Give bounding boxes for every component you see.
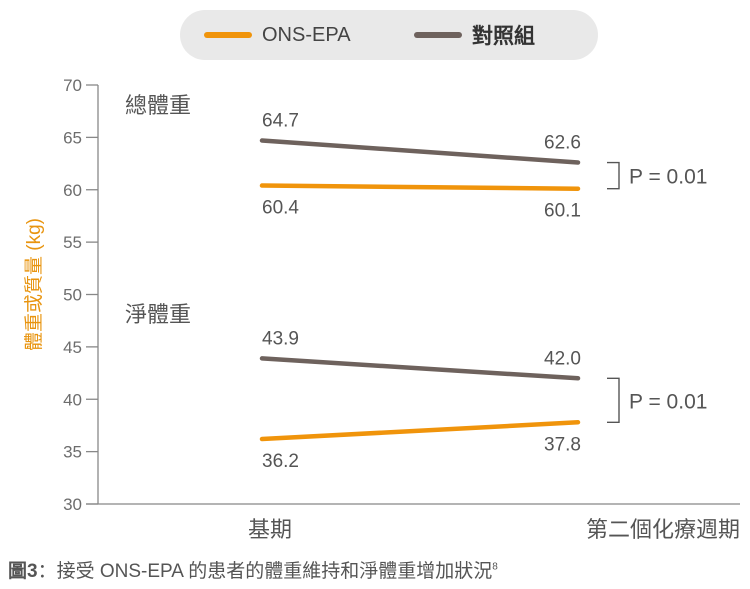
series-line bbox=[259, 356, 581, 381]
legend-item-ons-epa: ONS-EPA bbox=[204, 10, 351, 60]
legend-label-control: 對照組 bbox=[472, 25, 535, 48]
figure-reference: 8 bbox=[492, 561, 498, 573]
y-tick-label: 65 bbox=[63, 128, 82, 147]
x-category-label: 基期 bbox=[248, 517, 292, 542]
y-tick-label: 30 bbox=[63, 495, 82, 514]
y-tick-label: 70 bbox=[63, 76, 82, 95]
data-label: 62.6 bbox=[544, 133, 581, 154]
figure-number: 圖3 bbox=[8, 561, 38, 582]
data-label: 42.0 bbox=[544, 348, 581, 369]
y-tick-label: 60 bbox=[63, 181, 82, 200]
figure-caption-text: ：接受 ONS-EPA 的患者的體重維持和淨體重增加狀況 bbox=[37, 561, 493, 582]
data-label: 43.9 bbox=[262, 328, 299, 349]
legend-label-ons-epa: ONS-EPA bbox=[262, 23, 351, 46]
p-value-label: P = 0.01 bbox=[629, 166, 707, 189]
data-label: 60.4 bbox=[262, 198, 299, 219]
p-value-bracket bbox=[607, 161, 620, 190]
y-axis-title: 體重或質量 (kg) bbox=[23, 218, 45, 351]
line-chart: 30 35 40 45 50 55 60 65 70 體重或質量 (kg) 基期 第二個化療週期 總體重… bbox=[23, 76, 740, 542]
y-tick-label: 55 bbox=[63, 233, 82, 252]
p-value-label: P = 0.01 bbox=[629, 390, 707, 413]
y-tick-label: 35 bbox=[63, 443, 82, 462]
data-label: 36.2 bbox=[262, 451, 299, 472]
data-label: 60.1 bbox=[544, 201, 581, 222]
legend-swatch-control bbox=[414, 32, 462, 38]
y-tick-label: 45 bbox=[63, 338, 82, 357]
legend: ONS-EPA 對照組 bbox=[180, 10, 598, 60]
series-line bbox=[259, 138, 581, 165]
y-tick-label: 40 bbox=[63, 390, 82, 409]
group-label: 淨體重 bbox=[125, 302, 191, 327]
y-tick-label: 50 bbox=[63, 286, 82, 305]
p-value-bracket bbox=[607, 377, 620, 423]
data-label: 37.8 bbox=[544, 434, 581, 455]
series-line bbox=[259, 183, 581, 191]
legend-item-control: 對照組 bbox=[414, 10, 535, 60]
data-label: 64.7 bbox=[262, 111, 299, 132]
legend-swatch-ons-epa bbox=[204, 32, 252, 38]
x-category-label: 第二個化療週期 bbox=[586, 517, 740, 542]
figure-caption: 圖3：接受 ONS-EPA 的患者的體重維持和淨體重增加狀況8 bbox=[8, 556, 498, 583]
group-label: 總體重 bbox=[125, 93, 191, 118]
series-line bbox=[259, 420, 581, 442]
